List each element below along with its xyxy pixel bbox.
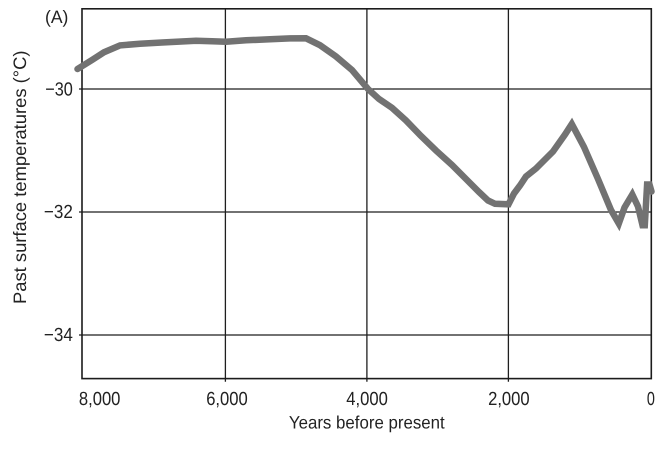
svg-text:−30: −30 xyxy=(45,80,73,101)
svg-text:0: 0 xyxy=(647,389,655,410)
svg-text:−34: −34 xyxy=(44,325,73,346)
svg-text:Years before present: Years before present xyxy=(289,412,445,432)
svg-text:8,000: 8,000 xyxy=(79,389,121,410)
svg-text:−32: −32 xyxy=(44,202,73,223)
svg-text:6,000: 6,000 xyxy=(206,389,248,410)
svg-text:(A): (A) xyxy=(45,7,68,27)
svg-text:2,000: 2,000 xyxy=(488,389,529,410)
svg-text:4,000: 4,000 xyxy=(346,389,388,410)
svg-text:Past surface temperatures (°C): Past surface temperatures (°C) xyxy=(10,51,30,304)
